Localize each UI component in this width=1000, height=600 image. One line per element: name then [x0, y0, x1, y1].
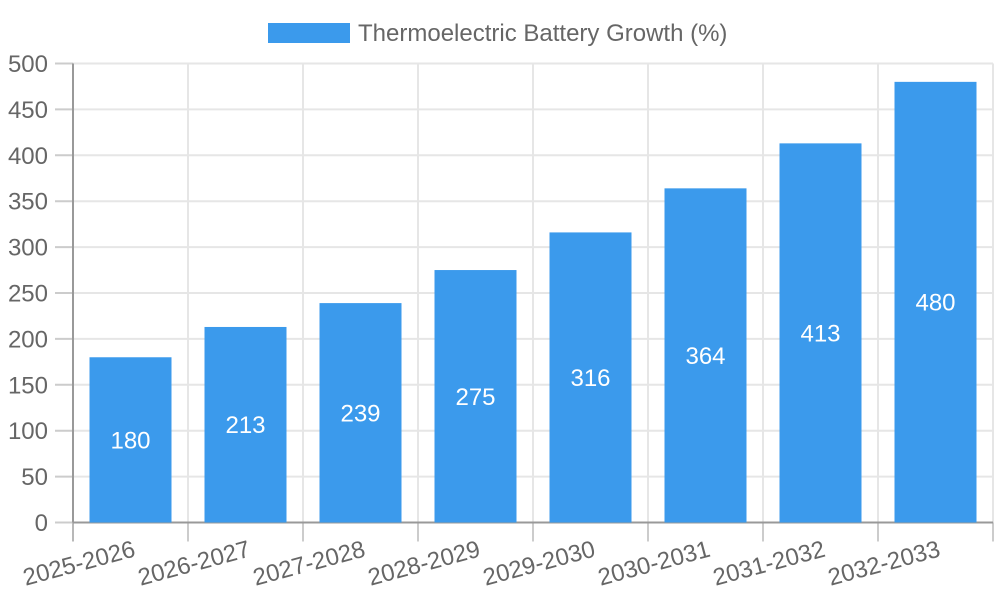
y-tick-label: 0 — [35, 510, 48, 537]
y-tick-label: 500 — [8, 51, 48, 78]
y-tick-label: 300 — [8, 235, 48, 262]
bar[interactable] — [549, 232, 632, 523]
bar-value-label: 275 — [455, 384, 495, 411]
bar-value-label: 413 — [800, 320, 840, 347]
y-tick-label: 200 — [8, 326, 48, 353]
y-tick-label: 400 — [8, 143, 48, 170]
x-tick-label: 2032-2033 — [825, 536, 943, 592]
bar[interactable] — [204, 326, 287, 523]
plot-area: 0 50 100 150 200 250 300 350 400 450 500 180 2025-20… — [8, 51, 994, 592]
x-tick-label: 2029-2030 — [480, 536, 598, 592]
y-tick-label: 150 — [8, 372, 48, 399]
x-tick-label: 2025-2026 — [20, 536, 138, 592]
y-tick-label: 450 — [8, 97, 48, 124]
bar-value-label: 180 — [110, 427, 150, 454]
x-tick-label: 2031-2032 — [710, 536, 828, 592]
x-tick-label: 2030-2031 — [595, 536, 713, 592]
bar[interactable] — [779, 143, 862, 523]
x-tick-label: 2028-2029 — [365, 536, 483, 592]
legend-item[interactable]: Thermoelectric Battery Growth (%) — [268, 20, 727, 47]
y-tick-label: 100 — [8, 418, 48, 445]
bar-value-label: 239 — [340, 400, 380, 427]
legend-swatch — [268, 23, 350, 43]
bar[interactable] — [89, 357, 172, 523]
bar-value-label: 480 — [915, 290, 955, 317]
y-tick-label: 250 — [8, 281, 48, 308]
bar[interactable] — [319, 303, 402, 523]
x-tick-label: 2026-2027 — [135, 536, 253, 592]
x-tick-label: 2027-2028 — [250, 536, 368, 592]
y-tick-label: 350 — [8, 189, 48, 216]
bar-value-label: 316 — [570, 365, 610, 392]
bar[interactable] — [434, 270, 517, 523]
y-tick-label: 50 — [21, 464, 48, 491]
bar[interactable] — [894, 81, 977, 523]
bar[interactable] — [664, 188, 747, 523]
bar-value-label: 213 — [225, 412, 265, 439]
legend-label: Thermoelectric Battery Growth (%) — [358, 20, 727, 47]
bar-value-label: 364 — [685, 343, 725, 370]
